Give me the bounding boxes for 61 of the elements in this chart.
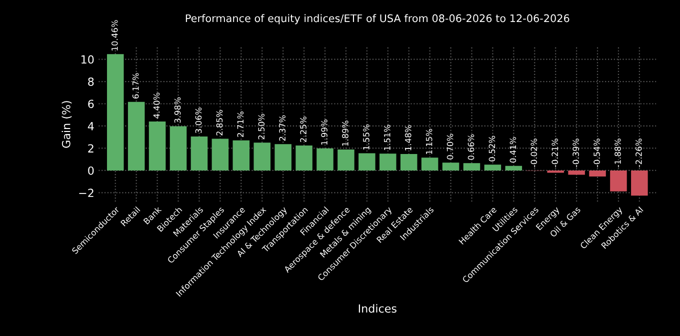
bar [128,102,145,170]
y-tick-label: −2 [79,188,94,197]
bar [463,163,480,170]
data-label: -0.21% [552,138,558,168]
bar [274,144,292,170]
bar [547,170,564,173]
bar [610,170,627,192]
data-label: 3.98% [174,97,181,123]
data-label: 2.37% [279,115,286,141]
data-label: 4.40% [153,92,160,118]
bar [379,154,396,170]
y-tick-label: 10 [82,55,94,64]
y-tick-label: 0 [88,166,94,175]
data-label: 10.46% [111,20,118,50]
data-label: 1.89% [342,120,348,146]
y-tick-label: 6 [88,100,94,108]
bar [254,142,270,170]
data-label: 1.99% [321,120,328,145]
data-label: 0.52% [488,136,496,162]
bar [505,166,522,170]
bar [212,138,229,170]
data-label: 1.15% [426,128,432,154]
x-axis-title: Indices [358,304,396,313]
data-label: 1.51% [384,124,390,150]
bar [170,126,187,170]
y-tick-label: 8 [88,77,94,86]
data-label: -0.54% [594,138,600,168]
bar [568,170,585,175]
data-label: 2.71% [237,112,244,137]
data-label: 0.66% [468,134,474,160]
data-label: -0.02% [530,138,538,168]
data-label: 0.41% [510,137,516,163]
bar [400,154,418,170]
bar [106,54,124,170]
y-tick-label: 4 [88,122,94,130]
data-label: 0.70% [446,134,454,160]
chart-title: Performance of equity indices/ETF of USA from 08-06-2026 to 12-06-2026 [186,14,570,24]
bar [316,148,334,170]
bar [442,162,460,170]
y-tick-label: 2 [88,144,94,152]
data-label: 2.50% [258,114,265,140]
data-label: -2.26% [636,138,642,168]
bar [232,140,250,170]
y-axis-title: Gain (%) [62,101,72,148]
data-label: 2.25% [300,116,306,142]
bar [296,145,312,170]
bar [631,170,648,196]
bar [358,153,376,170]
data-label: 1.55% [363,124,370,150]
bar [338,149,354,170]
data-label: 3.06% [195,108,202,134]
data-label: 6.17% [132,73,139,98]
data-label: -0.39% [572,138,579,168]
data-label: 1.48% [404,125,412,150]
bar [484,164,502,170]
data-label: 2.85% [216,110,223,136]
bar [589,170,606,176]
bar [148,122,166,170]
bar [421,158,438,170]
data-label: -1.88% [614,138,621,168]
bar [190,136,208,170]
